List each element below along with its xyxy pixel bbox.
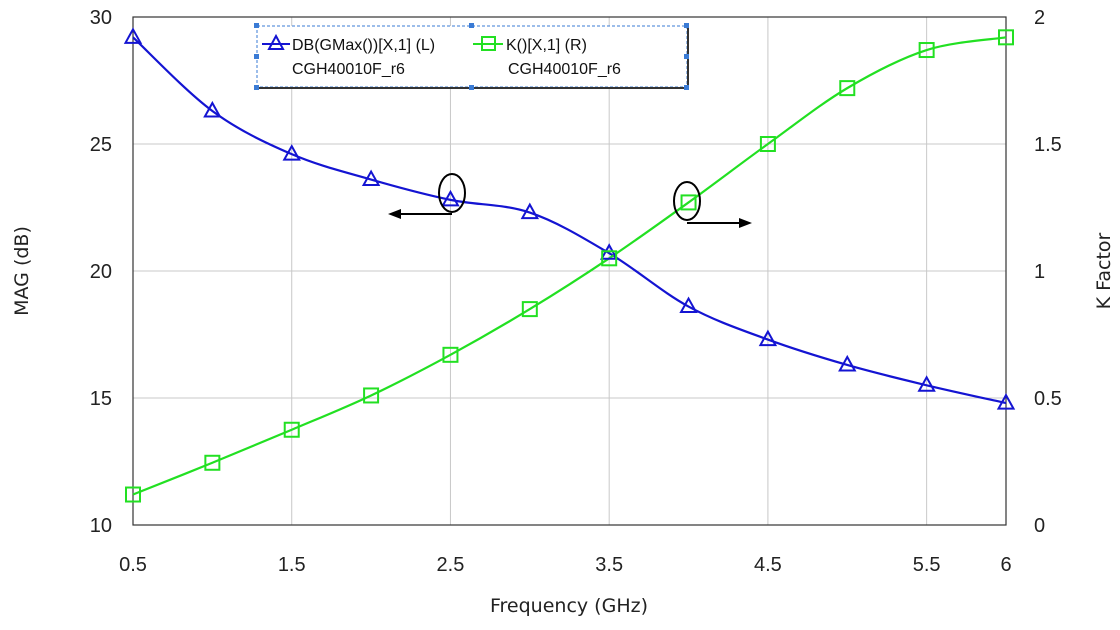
y-left-tick-label: 15 [90, 388, 112, 410]
data-point-triangle [758, 329, 778, 347]
y-right-tick-label: 1 [1034, 261, 1045, 283]
legend-label-gmax: DB(GMax())[X,1] (L) [292, 37, 435, 54]
series-markers [123, 27, 1016, 503]
y-right-tick-label: 0 [1034, 515, 1045, 537]
data-point-square [998, 29, 1014, 46]
data-point-square [125, 486, 141, 503]
legend-box [256, 25, 688, 88]
grid-lines [132, 16, 1007, 526]
x-tick-label: 5.5 [913, 554, 941, 576]
data-point-triangle [520, 202, 540, 220]
y-right-tick-labels: 0 0.5 1 1.5 2 [1034, 7, 1062, 537]
data-point-triangle [996, 393, 1016, 410]
x-tick-label: 2.5 [437, 554, 465, 576]
legend: DB(GMax())[X,1] (L) CGH40010F_r6 K()[X,1… [254, 23, 689, 90]
x-axis-title: Frequency (GHz) [490, 595, 648, 617]
y-right-tick-label: 0.5 [1034, 388, 1062, 410]
data-point-triangle [441, 189, 460, 207]
data-point-square [759, 136, 776, 152]
data-point-triangle [203, 100, 222, 118]
y-left-tick-label: 20 [90, 261, 112, 283]
data-point-triangle [838, 354, 857, 372]
data-point-triangle [917, 375, 936, 392]
legend-marker-triangle-icon [267, 33, 285, 50]
data-point-triangle [123, 27, 143, 44]
data-point-triangle [282, 144, 301, 161]
series-line-0 [132, 36, 1007, 405]
annotations [388, 173, 752, 228]
data-point-square [918, 42, 935, 59]
data-point-square [204, 454, 221, 471]
data-point-triangle [361, 169, 381, 187]
y-right-axis-title: K Factor [1093, 232, 1115, 309]
right-axis-ellipse [673, 181, 701, 221]
y-left-tick-label: 30 [90, 7, 112, 29]
y-left-axis-title: MAG (dB) [11, 226, 33, 316]
y-left-tick-labels: 10 15 20 25 30 [90, 7, 112, 537]
legend-marker-square-icon [481, 36, 496, 51]
left-axis-ellipse [438, 173, 466, 213]
legend-sublabel-k: CGH40010F_r6 [508, 61, 621, 78]
data-point-square [601, 250, 618, 267]
data-point-square [442, 346, 459, 363]
y-right-tick-label: 1.5 [1034, 134, 1062, 156]
plot-frame [132, 16, 1007, 526]
data-point-square [839, 80, 856, 97]
legend-sublabel-gmax: CGH40010F_r6 [292, 61, 405, 78]
right-arrowhead [739, 218, 752, 228]
legend-label-k: K()[X,1] (R) [506, 37, 587, 54]
data-point-square [283, 421, 300, 438]
series-line-1 [132, 36, 1007, 496]
data-point-square [680, 194, 697, 211]
x-tick-label: 6 [1000, 554, 1011, 576]
x-tick-label: 4.5 [754, 554, 782, 576]
x-tick-label: 3.5 [595, 554, 623, 576]
x-tick-label: 0.5 [119, 554, 147, 576]
x-tick-label: 1.5 [278, 554, 306, 576]
data-point-square [521, 301, 538, 318]
data-point-triangle [679, 296, 698, 314]
y-left-tick-label: 25 [90, 134, 112, 156]
left-arrowhead [388, 209, 401, 219]
x-tick-labels: 0.5 1.5 2.5 3.5 4.5 5.5 6 [119, 554, 1011, 576]
data-point-square [363, 387, 380, 404]
y-right-tick-label: 2 [1034, 7, 1045, 29]
series-lines [132, 36, 1007, 496]
legend-handles [254, 23, 689, 90]
y-left-tick-label: 10 [90, 515, 112, 537]
